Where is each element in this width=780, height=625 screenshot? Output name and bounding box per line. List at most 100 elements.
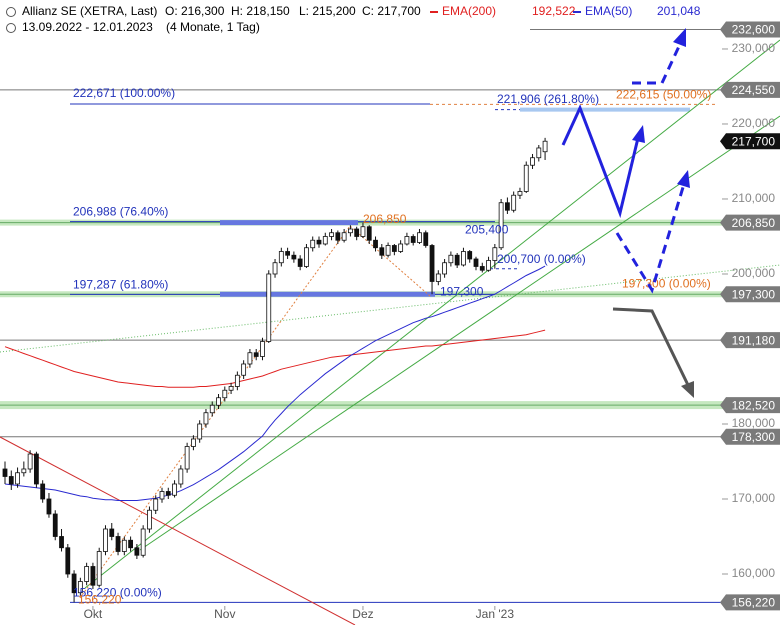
y-tick-label: 170,000: [732, 491, 776, 505]
candle-body: [178, 468, 184, 485]
candle-body: [454, 254, 460, 266]
candle-body: [247, 352, 253, 365]
price-axis: 232,600 224,550 217,700 206,850 197,300 191,1…: [84, 21, 780, 621]
legend-value: 192,522: [532, 4, 576, 18]
candle-body: [77, 581, 83, 594]
candle-body: [96, 551, 102, 586]
title: Allianz SE (XETRA, Last): [22, 4, 157, 18]
candle-body: [536, 147, 542, 159]
y-tick-label: 230,000: [732, 41, 776, 55]
plot: 222,671 (100.00%) 206,988 (76.40%) 197,287…: [2, 86, 711, 607]
price-box-label: 197,300: [732, 287, 776, 301]
y-tick-label: 220,000: [732, 116, 776, 130]
candle-body: [184, 446, 190, 470]
candle-body: [128, 539, 134, 549]
candle-body: [498, 202, 504, 249]
candle-body: [341, 232, 347, 241]
arrow: [632, 41, 683, 85]
candle-body: [190, 438, 196, 447]
candle-body: [46, 498, 52, 515]
projection-arrows: [561, 28, 694, 398]
candle-body: [172, 483, 177, 496]
candle-body: [90, 566, 96, 586]
candle-body: [523, 164, 529, 192]
ema-line: [4, 265, 546, 501]
candle-body: [417, 232, 422, 243]
candle-body: [216, 397, 221, 406]
candle-body: [291, 254, 297, 260]
candle-body: [379, 247, 385, 256]
arrow-head: [673, 28, 686, 47]
x-tick-label: Jan '23: [476, 607, 515, 621]
trend-lines: [0, 39, 780, 625]
candle-body: [65, 547, 71, 575]
candle-body: [511, 194, 517, 211]
candle-body: [134, 547, 140, 556]
quote: O: 216,300: [165, 4, 225, 18]
quote: H: 218,150: [231, 4, 290, 18]
annotation: 222,671 (100.00%): [73, 86, 175, 100]
arrow-head: [677, 170, 690, 188]
trend-line: [139, 115, 780, 551]
candle-body: [329, 232, 334, 237]
quote: C: 217,700: [362, 4, 421, 18]
y-tick-label: 200,000: [732, 266, 776, 280]
price-box-label: 182,520: [732, 398, 776, 412]
annotation: 156,220 (0.00%): [73, 586, 162, 600]
arrow: [612, 307, 690, 386]
price-box: [720, 428, 780, 445]
candle-body: [266, 273, 272, 342]
price-box: [720, 332, 780, 349]
annotation: 200,700 (0.00%): [497, 252, 586, 266]
candle-body: [121, 539, 127, 552]
candle-body: [34, 453, 39, 485]
arrow-head: [632, 125, 645, 143]
price-box: [720, 397, 780, 414]
candle-body: [165, 491, 171, 496]
quote: L: 215,200: [299, 4, 356, 18]
date-range: 13.09.2022 - 12.01.2023: [22, 20, 153, 34]
candle-body: [530, 157, 535, 166]
trend-line: [0, 436, 356, 625]
background: [0, 28, 780, 603]
candle-body: [103, 528, 108, 552]
candle-body: [234, 374, 240, 387]
x-tick-label: Okt: [84, 607, 103, 621]
candle-body: [366, 226, 372, 241]
candle-body: [335, 232, 341, 241]
y-tick-label: 210,000: [732, 191, 776, 205]
candle-body: [310, 239, 316, 249]
price-box: [720, 21, 780, 38]
y-tick-label: 160,000: [732, 566, 776, 580]
candle-body: [297, 258, 303, 267]
arrow: [615, 183, 686, 294]
trend-line: [84, 39, 780, 589]
candle-body: [448, 254, 454, 264]
candle-body: [203, 412, 209, 425]
candle-body: [52, 513, 58, 537]
icon: [6, 23, 16, 33]
candle-body: [115, 536, 121, 552]
candle-body: [8, 476, 14, 485]
candle-body: [159, 491, 165, 500]
ema-line: [4, 329, 546, 388]
candle-body: [27, 453, 33, 470]
arrow: [561, 104, 640, 219]
candle-body: [492, 247, 498, 261]
header: Allianz SE (XETRA, Last) O: 216,300 H: 2…: [6, 4, 701, 34]
x-tick-label: Dez: [352, 607, 373, 621]
arrow-head: [681, 381, 694, 398]
annotation: 206,988 (76.40%): [73, 205, 168, 219]
candle-body: [461, 251, 466, 266]
candle-body: [153, 498, 159, 511]
candle-body: [260, 341, 265, 357]
candle-body: [479, 266, 485, 271]
candle-body: [354, 228, 360, 237]
price-box-label: 206,850: [732, 216, 776, 230]
annotation: 197,287 (61.80%): [73, 278, 168, 292]
price-box-label: 232,600: [732, 23, 776, 37]
candle-body: [109, 528, 115, 537]
annotation: 197,300 (0.00%): [622, 276, 711, 290]
candle-body: [84, 566, 90, 582]
annotation: 221,906 (261.80%): [497, 92, 599, 106]
